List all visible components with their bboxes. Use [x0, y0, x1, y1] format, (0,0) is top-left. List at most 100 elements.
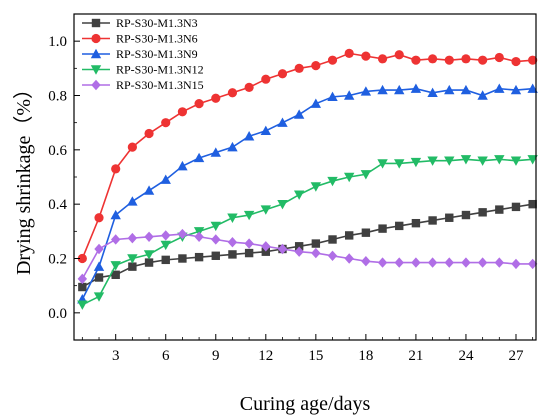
series-line [81, 52, 533, 259]
data-point [127, 254, 138, 264]
series-line [81, 87, 533, 300]
data-point [411, 218, 421, 228]
data-point [343, 172, 355, 183]
data-point [293, 190, 305, 200]
data-point [495, 205, 504, 214]
data-point [128, 262, 137, 271]
data-point [127, 232, 138, 244]
data-point [511, 258, 521, 270]
y-axis-title: Drying shrinkage（%） [12, 79, 35, 275]
data-point [477, 156, 488, 166]
data-point [460, 155, 472, 165]
x-tick-label: 3 [112, 348, 120, 364]
data-point [177, 228, 188, 240]
data-point [344, 48, 354, 58]
data-point [178, 254, 187, 263]
data-point [478, 55, 488, 65]
data-point [427, 156, 438, 166]
data-point [394, 159, 405, 169]
data-point [94, 273, 104, 282]
axis-layer: 3 6 9 12 15 18 21 24 27 0.0 0.2 0.4 0.6 0.8 1.0 [48, 13, 537, 364]
data-point [411, 55, 421, 65]
data-point [227, 237, 238, 248]
x-tick-label: 15 [308, 348, 323, 364]
plot-layer [77, 48, 538, 310]
data-point [293, 109, 305, 119]
data-point [377, 54, 388, 64]
data-point [177, 160, 188, 171]
data-point [294, 246, 304, 257]
data-point [327, 55, 338, 65]
data-point [227, 141, 238, 152]
data-point [294, 242, 304, 251]
data-point [110, 261, 121, 271]
data-point [327, 250, 338, 261]
data-point [244, 82, 254, 92]
data-point [444, 257, 454, 268]
data-point [277, 69, 288, 79]
data-point [328, 235, 337, 244]
data-point [210, 221, 221, 232]
data-point [377, 257, 388, 268]
data-point [210, 147, 221, 157]
y-tick-label: 0.0 [48, 306, 67, 322]
data-point [510, 84, 522, 95]
data-point [527, 83, 538, 93]
data-point [144, 128, 154, 139]
data-point [327, 176, 338, 187]
legend-swatch-marker [90, 48, 102, 59]
legend-label: RP-S30-M1.3N3 [116, 16, 198, 30]
data-point [410, 83, 422, 93]
series-line [81, 203, 533, 288]
data-point [294, 63, 304, 73]
data-point [477, 257, 488, 268]
data-point [427, 54, 438, 64]
legend-label: RP-S30-M1.3N9 [116, 47, 198, 61]
series-line [81, 158, 533, 306]
legend-entry: RP-S30-M1.3N15 [82, 78, 204, 92]
data-point [160, 174, 171, 184]
y-tick-label: 0.2 [48, 252, 67, 268]
data-point [161, 255, 170, 265]
data-point [527, 258, 538, 270]
data-point [244, 248, 254, 258]
data-point [243, 131, 255, 141]
data-point [445, 213, 454, 222]
data-point [528, 199, 537, 209]
data-point [311, 239, 321, 248]
data-point [344, 231, 354, 240]
data-point [261, 247, 271, 256]
data-point [93, 261, 105, 271]
data-point [460, 84, 472, 95]
data-point [94, 213, 104, 223]
data-point [310, 182, 322, 192]
data-point [427, 87, 438, 97]
y-tick-label: 0.6 [48, 143, 67, 159]
data-point [211, 234, 221, 245]
data-point [511, 202, 521, 212]
data-point [510, 156, 522, 166]
series-1 [78, 199, 537, 292]
data-point [343, 90, 355, 100]
data-point [77, 253, 87, 264]
data-point [194, 231, 204, 242]
data-point [377, 159, 388, 169]
series-2 [77, 48, 538, 264]
data-point [361, 256, 371, 267]
data-point [94, 243, 104, 255]
data-point [143, 250, 155, 260]
data-point [494, 155, 505, 165]
data-point [177, 107, 188, 117]
data-point [377, 84, 388, 95]
x-tick-label: 9 [212, 348, 220, 364]
legend-entry: RP-S30-M1.3N3 [82, 16, 198, 30]
x-tick-label: 12 [258, 348, 273, 364]
data-point [194, 99, 204, 109]
data-point [277, 243, 288, 255]
data-point [394, 257, 404, 268]
data-point [394, 50, 404, 60]
data-point [277, 117, 288, 127]
data-point [161, 118, 171, 128]
series-3 [77, 83, 538, 304]
